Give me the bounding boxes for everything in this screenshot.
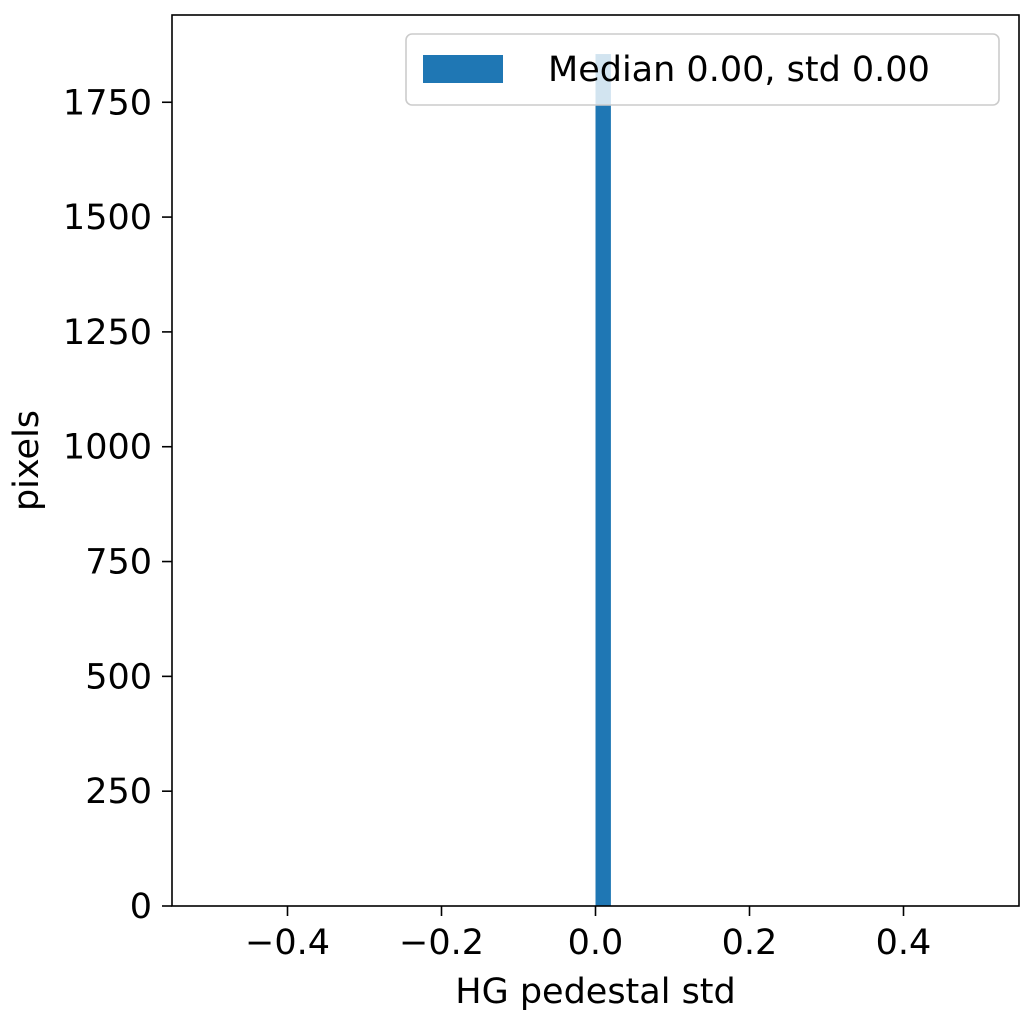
x-tick-label: 0.2 [722, 923, 778, 963]
legend: Median 0.00, std 0.00 [405, 33, 1000, 106]
x-tick-label: 0.0 [568, 923, 624, 963]
y-tick-label: 1500 [63, 198, 152, 238]
y-axis-title: pixels [7, 410, 47, 511]
axes-layer: −0.4 −0.2 0.0 0.2 0.4 0 250 500 750 1000 1250 1500 1… [7, 14, 1020, 1012]
y-tick-label: 500 [85, 657, 152, 697]
y-tick-label: 1250 [63, 313, 152, 353]
y-tick-label: 1750 [63, 83, 152, 123]
x-tick-label: −0.2 [399, 923, 484, 963]
x-tick-label: −0.4 [245, 923, 330, 963]
histogram-bar [595, 54, 611, 907]
bars-layer [595, 54, 611, 907]
y-tick-label: 750 [85, 543, 152, 583]
y-tick-label: 1000 [63, 428, 152, 468]
legend-label: Median 0.00, std 0.00 [548, 50, 930, 90]
x-axis-title: HG pedestal std [455, 972, 736, 1012]
y-tick-label: 0 [130, 887, 152, 927]
x-tick-label: 0.4 [876, 923, 932, 963]
y-tick-label: 250 [85, 772, 152, 812]
legend-swatch [423, 55, 503, 83]
legend-box [405, 33, 1000, 106]
